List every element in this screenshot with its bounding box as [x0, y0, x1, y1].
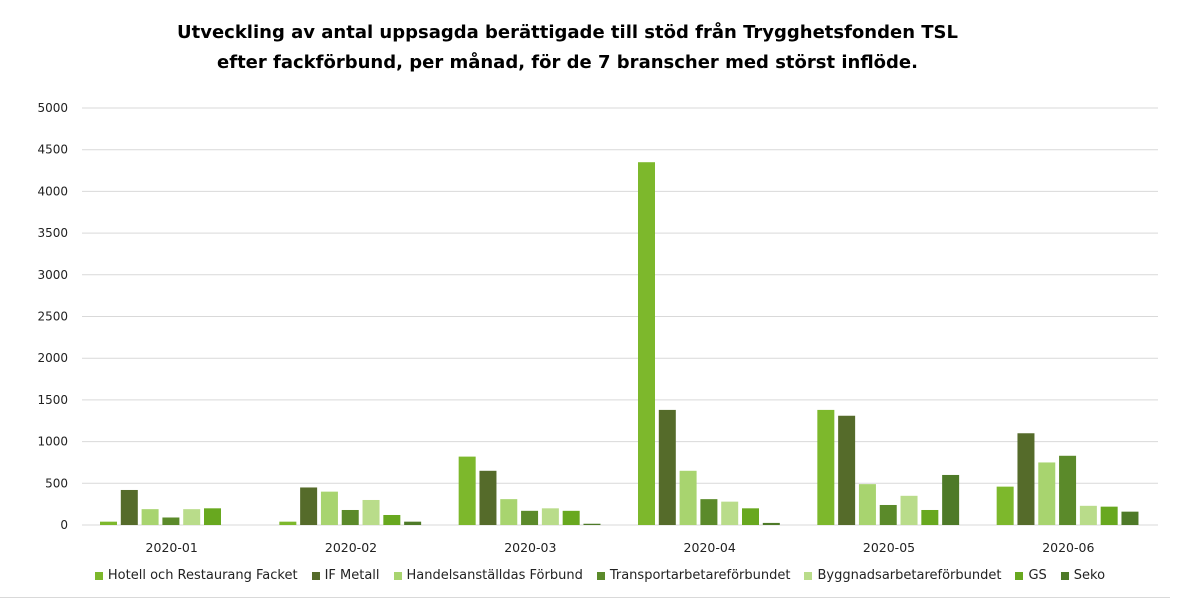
y-tick-label: 0 [60, 518, 68, 532]
y-tick-label: 1000 [37, 435, 68, 449]
bar [942, 474, 960, 525]
bar [1059, 455, 1077, 525]
legend-label: Byggnadsarbetareförbundet [817, 568, 1002, 583]
bar [817, 409, 835, 525]
bar [362, 499, 380, 525]
x-tick-label: 2020-06 [1042, 540, 1094, 555]
bar [162, 517, 180, 525]
x-tick-label: 2020-04 [684, 540, 736, 555]
legend-swatch [311, 571, 320, 580]
bar [996, 486, 1014, 525]
bar [320, 491, 338, 525]
legend-label: Seko [1073, 568, 1106, 583]
legend-label: Transportarbetareförbundet [609, 568, 791, 583]
legend-item: GS [1015, 568, 1047, 583]
bar [521, 510, 539, 525]
bar [300, 487, 318, 525]
x-tick-label: 2020-03 [504, 540, 556, 555]
y-tick-label: 2500 [37, 310, 68, 324]
bar [658, 409, 676, 525]
legend-label: Handelsanställdas Förbund [406, 568, 583, 583]
legend-label: GS [1028, 568, 1047, 583]
bar [458, 456, 476, 525]
y-tick-label: 3500 [37, 226, 68, 240]
y-tick-label: 4500 [37, 143, 68, 157]
bar [679, 470, 697, 525]
bar [500, 499, 518, 525]
legend-swatch [596, 571, 605, 580]
chart-title-line-2: efter fackförbund, per månad, för de 7 b… [217, 52, 918, 73]
bar [879, 504, 897, 525]
legend-swatch [94, 571, 103, 580]
bottom-divider [0, 597, 1170, 598]
bar [1121, 511, 1139, 525]
y-tick-label: 5000 [37, 101, 68, 115]
legend-item: Transportarbetareförbundet [596, 568, 791, 583]
bar [1079, 505, 1097, 525]
bar [204, 508, 221, 525]
legend-item: Seko [1060, 568, 1106, 583]
bar [700, 499, 718, 525]
legend: Hotell och Restaurang Facket IF Metall Han… [0, 568, 1200, 583]
y-tick-label: 2000 [37, 351, 68, 365]
y-axis-tick-labels: 0 500 1000 1500 2000 2500 3000 3500 4000 4500 5000 [37, 101, 68, 532]
legend-label: Hotell och Restaurang Facket [107, 568, 298, 583]
bar [858, 484, 876, 525]
legend-swatch [393, 571, 402, 580]
legend-label: IF Metall [324, 568, 380, 583]
y-tick-label: 1500 [37, 393, 68, 407]
bar [120, 489, 138, 525]
bar [921, 509, 939, 525]
legend-item: IF Metall [311, 568, 380, 583]
x-axis-tick-labels: 2020-01 2020-02 2020-03 2020-04 2020-05 2020-… [146, 540, 1095, 555]
legend-item: Handelsanställdas Förbund [393, 568, 583, 583]
legend-item: Byggnadsarbetareförbundet [804, 568, 1001, 583]
bar [638, 162, 655, 525]
bar [279, 521, 297, 525]
bar [183, 509, 201, 525]
chart-title: Utveckling av antal uppsagda berättigade… [0, 18, 1135, 78]
bar [383, 514, 401, 525]
bar [742, 508, 759, 525]
chart-title-line-1: Utveckling av antal uppsagda berättigade… [177, 22, 958, 43]
bar [900, 495, 918, 525]
bar [541, 508, 559, 525]
bar [583, 523, 601, 525]
y-tick-label: 4000 [37, 184, 68, 198]
bar [562, 510, 580, 525]
gridlines [82, 107, 1158, 526]
bar [100, 521, 117, 525]
legend-item: Hotell och Restaurang Facket [94, 568, 298, 583]
bar [838, 415, 856, 525]
bar [141, 509, 159, 525]
legend-swatch [1060, 571, 1069, 580]
bar [721, 501, 739, 525]
x-tick-label: 2020-02 [325, 540, 377, 555]
y-tick-label: 500 [45, 476, 68, 490]
legend-swatch [1015, 571, 1024, 580]
bar [404, 521, 422, 525]
bar [1100, 506, 1118, 525]
bar [479, 470, 497, 525]
bar [341, 509, 359, 525]
bar [762, 522, 780, 525]
bars [100, 162, 1139, 525]
x-tick-label: 2020-05 [863, 540, 915, 555]
legend-swatch [804, 571, 813, 580]
y-tick-label: 3000 [37, 268, 68, 282]
bar [1017, 433, 1035, 525]
bar [1038, 462, 1056, 525]
x-tick-label: 2020-01 [146, 540, 198, 555]
